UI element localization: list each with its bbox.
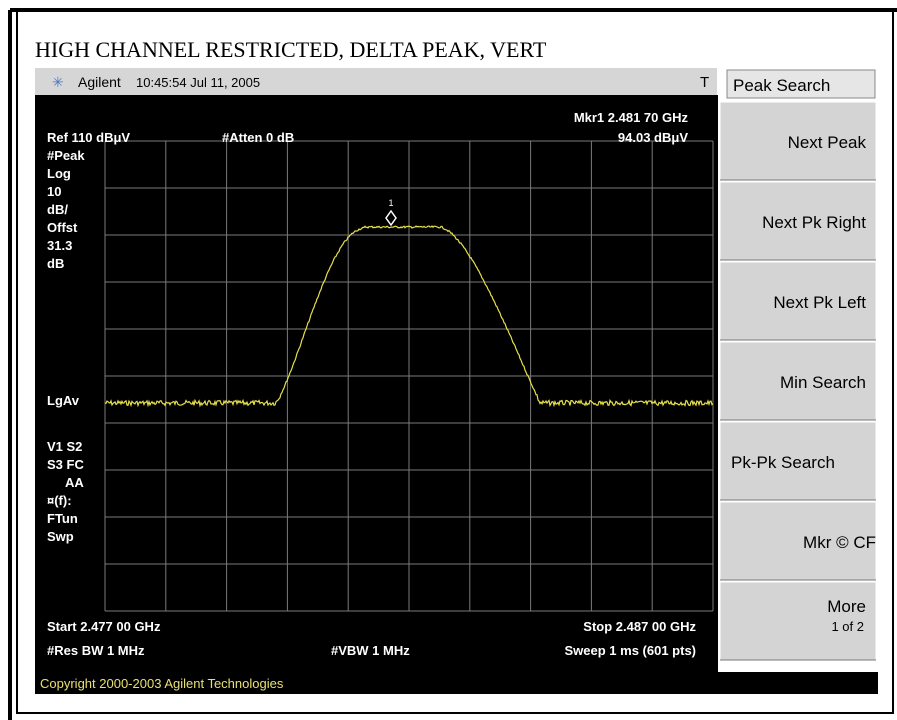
rbw: #Res BW 1 MHz [47,643,145,658]
softkey-label: More [827,597,866,616]
softkey-label: Next Pk Left [773,293,866,312]
marker-level: 94.03 dBμV [618,130,688,145]
status-label: V1 S2 [47,439,82,454]
title: HIGH CHANNEL RESTRICTED, DELTA PEAK, VER… [35,37,547,62]
side-label: Log [47,166,71,181]
status-label: S3 FC [47,457,84,472]
marker [385,209,397,227]
status-label: FTun [47,511,78,526]
softkey[interactable] [719,101,877,181]
status-label: ¤(f): [47,493,72,508]
softkey-label: Next Pk Right [762,213,866,232]
menu-title-box [726,69,876,99]
side-label: 10 [47,184,61,199]
footer-bar [35,672,878,694]
brand: Agilent [78,74,121,90]
display [35,95,718,672]
vbw: #VBW 1 MHz [331,643,410,658]
softkey-label: Mkr © CF [803,533,876,552]
ref-level: Ref 110 dBμV [47,130,130,145]
softkey-label: Pk-Pk Search [731,453,835,472]
softkey[interactable] [719,501,877,581]
softkey[interactable] [719,181,877,261]
copyright: Copyright 2000-2003 Agilent Technologies [40,676,284,691]
marker-freq: Mkr1 2.481 70 GHz [574,110,689,125]
side-label: Offst [47,220,78,235]
trace [104,225,714,408]
stop-freq: Stop 2.487 00 GHz [583,619,696,634]
timestamp: 10:45:54 Jul 11, 2005 [136,75,260,90]
softkey-label: Min Search [780,373,866,392]
status-label: Swp [47,529,74,544]
softkey-label: Next Peak [788,133,867,152]
menu-title: Peak Search [733,76,830,95]
softkey[interactable] [719,341,877,421]
softkey[interactable] [719,261,877,341]
softkey-page: 1 of 2 [831,619,864,634]
status-label: AA [65,475,84,490]
softkey[interactable] [719,421,877,501]
side-label: dB [47,256,64,271]
sweep: Sweep 1 ms (601 pts) [565,643,697,658]
detector: LgAv [47,393,80,408]
side-label: #Peak [47,148,85,163]
atten: #Atten 0 dB [222,130,294,145]
header-bar [35,68,717,95]
softkey[interactable] [719,581,877,661]
svg-text:✳: ✳ [52,74,64,90]
side-label: 31.3 [47,238,72,253]
side-label: dB/ [47,202,68,217]
marker-id: 1 [388,198,393,208]
start-freq: Start 2.477 00 GHz [47,619,161,634]
flag: T [700,74,709,91]
